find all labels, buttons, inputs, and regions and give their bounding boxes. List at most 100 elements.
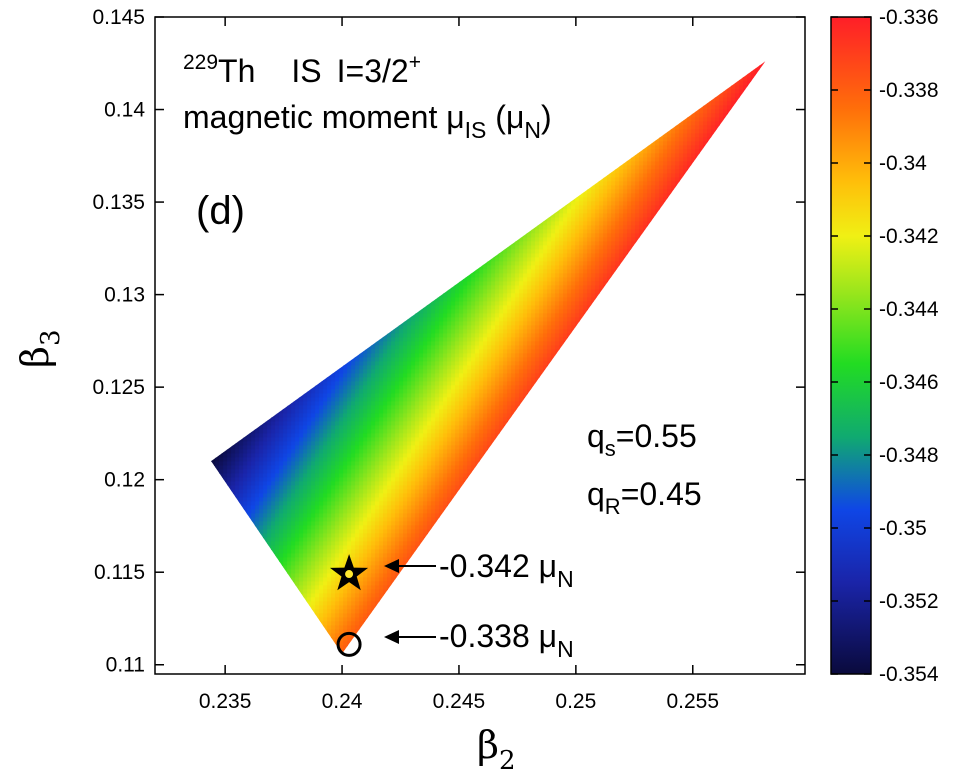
- heatmap-cell: [331, 197, 336, 202]
- heatmap-cell: [735, 81, 740, 86]
- heatmap-cell: [671, 117, 676, 122]
- heatmap-cell: [275, 89, 280, 94]
- heatmap-cell: [571, 77, 576, 82]
- heatmap-cell: [519, 61, 524, 62]
- heatmap-cell: [431, 61, 436, 62]
- heatmap-cell: [551, 193, 556, 198]
- heatmap-cell: [323, 193, 328, 198]
- heatmap-cell: [751, 73, 756, 78]
- heatmap-cell: [687, 181, 692, 186]
- heatmap-cell: [327, 85, 332, 90]
- heatmap-cell: [643, 61, 648, 62]
- heatmap-cell: [595, 109, 600, 114]
- heatmap-cell: [571, 137, 576, 142]
- heatmap-cell: [267, 89, 272, 94]
- heatmap-cell: [679, 61, 684, 62]
- heatmap-cell: [251, 181, 256, 186]
- heatmap-cell: [291, 141, 296, 146]
- heatmap-cell: [635, 61, 640, 66]
- heatmap-cell: [515, 61, 520, 62]
- heatmap-cell: [647, 193, 652, 198]
- heatmap-cell: [659, 65, 664, 70]
- heatmap-cell: [299, 145, 304, 150]
- heatmap-cell: [479, 165, 484, 170]
- heatmap-cell: [479, 89, 484, 94]
- heatmap-cell: [763, 69, 766, 74]
- heatmap-cell: [767, 137, 772, 142]
- heatmap-cell: [303, 93, 308, 98]
- heatmap-cell: [227, 169, 232, 174]
- heatmap-cell: [463, 69, 468, 74]
- heatmap-cell: [759, 173, 764, 178]
- heatmap-cell: [727, 73, 732, 78]
- heatmap-cell: [695, 69, 700, 74]
- heatmap-cell: [663, 89, 668, 94]
- heatmap-cell: [419, 177, 424, 182]
- heatmap-cell: [767, 65, 772, 70]
- heatmap-cell: [467, 161, 472, 166]
- heatmap-cell: [435, 157, 440, 162]
- heatmap-cell: [327, 73, 332, 78]
- heatmap-cell: [223, 173, 228, 178]
- heatmap-cell: [451, 93, 456, 98]
- heatmap-cell: [275, 173, 280, 178]
- heatmap-cell: [431, 65, 436, 70]
- heatmap-cell: [451, 197, 456, 202]
- heatmap-cell: [611, 121, 616, 126]
- heatmap-cell: [703, 177, 708, 182]
- heatmap-cell: [499, 89, 504, 94]
- heatmap-cell: [567, 181, 572, 186]
- heatmap-cell: [395, 149, 400, 154]
- heatmap-cell: [595, 105, 600, 110]
- heatmap-cell: [659, 153, 664, 158]
- heatmap-cell: [511, 145, 516, 150]
- heatmap-cell: [211, 149, 212, 154]
- heatmap-cell: [727, 185, 732, 190]
- heatmap-cell: [539, 73, 544, 78]
- heatmap-cell: [671, 61, 676, 66]
- heatmap-cell: [499, 165, 504, 170]
- heatmap-cell: [379, 89, 384, 94]
- heatmap-cell: [279, 169, 284, 174]
- heatmap-cell: [611, 81, 616, 86]
- heatmap-cell: [739, 137, 744, 142]
- heatmap-cell: [691, 101, 696, 106]
- heatmap-cell: [563, 117, 568, 122]
- heatmap-cell: [763, 61, 766, 62]
- heatmap-cell: [247, 165, 252, 170]
- heatmap-cell: [463, 145, 468, 150]
- heatmap-cell: [483, 189, 488, 194]
- heatmap-cell: [331, 89, 336, 94]
- heatmap-cell: [635, 73, 640, 78]
- heatmap-cell: [567, 125, 572, 130]
- heatmap-cell: [699, 77, 704, 82]
- heatmap-cell: [367, 157, 372, 162]
- heatmap-cell: [471, 77, 476, 82]
- heatmap-cell: [659, 125, 664, 130]
- heatmap-cell: [403, 177, 408, 182]
- heatmap-cell: [755, 169, 760, 174]
- heatmap-cell: [687, 189, 692, 194]
- heatmap-cell: [687, 125, 692, 130]
- heatmap-cell: [627, 69, 632, 74]
- heatmap-cell: [715, 125, 720, 130]
- heatmap-cell: [423, 93, 428, 98]
- heatmap-cell: [315, 161, 320, 166]
- heatmap-cell: [767, 57, 772, 62]
- heatmap-cell: [671, 113, 676, 118]
- heatmap-cell: [299, 93, 304, 98]
- heatmap-cell: [563, 93, 568, 98]
- heatmap-cell: [359, 189, 364, 194]
- heatmap-cell: [731, 165, 736, 170]
- heatmap-cell: [331, 181, 336, 186]
- heatmap-cell: [451, 149, 456, 154]
- heatmap-cell: [559, 69, 564, 74]
- heatmap-cell: [211, 85, 216, 90]
- heatmap-cell: [235, 145, 240, 150]
- heatmap-cell: [243, 137, 248, 142]
- heatmap-cell: [283, 89, 288, 94]
- heatmap-cell: [715, 141, 720, 146]
- heatmap-cell: [623, 137, 628, 142]
- heatmap-cell: [439, 93, 444, 98]
- heatmap-cell: [235, 181, 240, 186]
